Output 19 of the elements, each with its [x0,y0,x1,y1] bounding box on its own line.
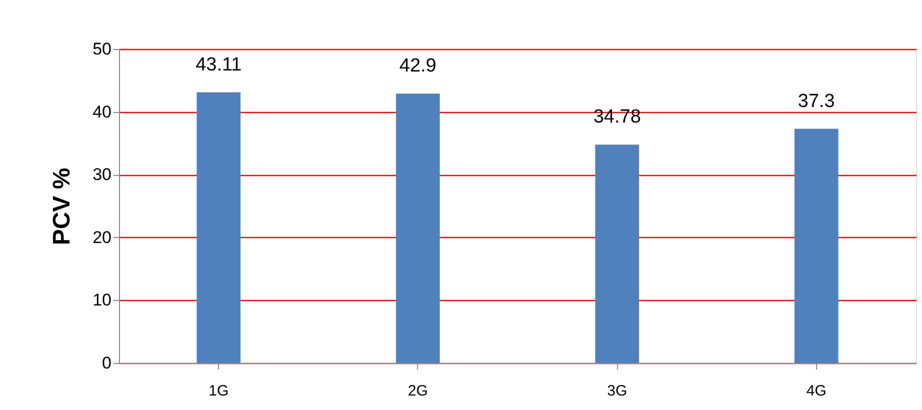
x-tick-label: 4G [806,382,826,400]
x-tick-label: 3G [607,382,628,400]
data-label: 37.3 [798,90,835,112]
y-tick-label: 20 [92,228,112,247]
bar [196,92,241,363]
y-tick-label: 50 [92,40,112,58]
y-tick-label: 0 [102,354,112,372]
data-label: 42.9 [399,56,436,77]
y-tick-label: 10 [92,290,112,310]
x-tick-label: 2G [408,382,428,400]
y-axis-title: PCV % [48,168,76,246]
data-label: 34.78 [593,106,641,128]
data-label: 43.11 [196,54,242,76]
bar [396,94,440,363]
bar [595,144,640,363]
x-tick-label: 1G [208,382,229,400]
y-tick-label: 40 [92,102,112,122]
y-tick-label: 30 [92,165,112,184]
bar [794,128,838,363]
